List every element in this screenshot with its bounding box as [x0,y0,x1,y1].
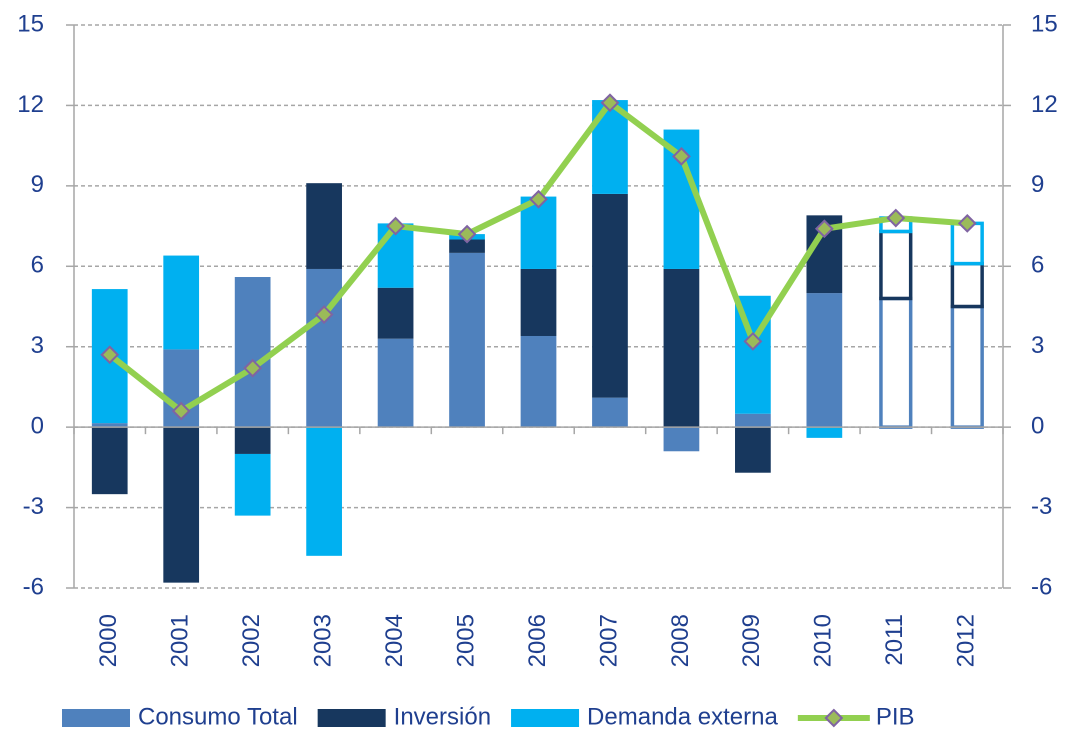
bar [520,335,557,428]
bar [306,427,342,556]
x-tick-label: 2011 [881,614,908,666]
bar [449,239,485,253]
legend-swatch [511,709,580,727]
bar [950,304,984,429]
bar [234,427,271,454]
bar [950,261,984,309]
bar [879,229,913,301]
marker [529,189,548,209]
bar [163,255,200,350]
legend-label: Demanda externa [587,703,778,730]
bar [377,338,414,428]
bar [91,427,128,495]
marker [386,216,405,236]
x-tick-label: 2008 [667,614,694,667]
y2-tick-label: 9 [1031,171,1044,198]
bar [663,427,700,452]
bar [306,183,342,269]
bar [163,427,200,583]
x-tick-label: 2000 [95,614,122,667]
x-tick-label: 2001 [167,614,194,667]
bar [520,268,557,336]
bar [377,287,414,339]
y-tick-label: 15 [17,10,44,37]
y2-tick-label: 12 [1031,91,1058,118]
y-tick-label: -3 [23,493,44,520]
y2-tick-label: 3 [1031,332,1044,359]
bar [91,423,128,428]
x-tick-label: 2010 [810,614,837,667]
bar [735,413,771,428]
marker [314,305,334,324]
y2-tick-label: 0 [1031,412,1044,439]
legend-swatch [317,709,386,727]
marker [886,208,906,228]
x-tick-label: 2004 [381,614,408,667]
legend-marker [824,708,844,728]
marker [672,146,691,166]
bar [306,268,342,428]
x-tick-label: 2005 [452,614,479,667]
legend-label: PIB [876,703,915,730]
marker [100,345,120,365]
bar [234,453,271,516]
x-tick-label: 2007 [595,614,622,667]
y-tick-label: -6 [23,573,44,600]
marker [171,401,191,421]
x-tick-label: 2002 [238,614,265,667]
y-tick-label: 0 [31,412,44,439]
y-tick-label: 3 [31,332,44,359]
y2-tick-label: -3 [1031,493,1052,520]
marker [243,358,263,378]
y2-tick-label: 15 [1031,10,1058,37]
y-tick-label: 12 [17,91,44,118]
legend-label: Inversión [394,703,491,730]
x-tick-label: 2009 [738,614,765,667]
x-tick-label: 2006 [524,614,551,667]
marker [814,219,834,239]
marker [600,93,620,113]
bar [806,293,843,428]
marker [743,331,763,351]
bar [592,397,628,428]
y2-tick-label: 6 [1031,252,1044,279]
bar [806,427,843,438]
legend: Consumo Total Inversión Demanda externa PIB [62,703,915,730]
bar [663,268,700,428]
legend-swatch [62,709,130,727]
legend-label: Consumo Total [138,703,298,730]
x-tick-label: 2012 [953,614,980,667]
marker [957,213,977,233]
bar [592,193,628,398]
x-tick-label: 2003 [309,614,336,667]
bar [234,277,271,428]
bar [735,427,771,473]
y-tick-label: 9 [31,171,44,198]
bar [449,252,485,428]
y2-tick-label: -6 [1031,573,1052,600]
y-tick-label: 6 [31,252,44,279]
marker [457,224,477,244]
bar [879,296,913,429]
